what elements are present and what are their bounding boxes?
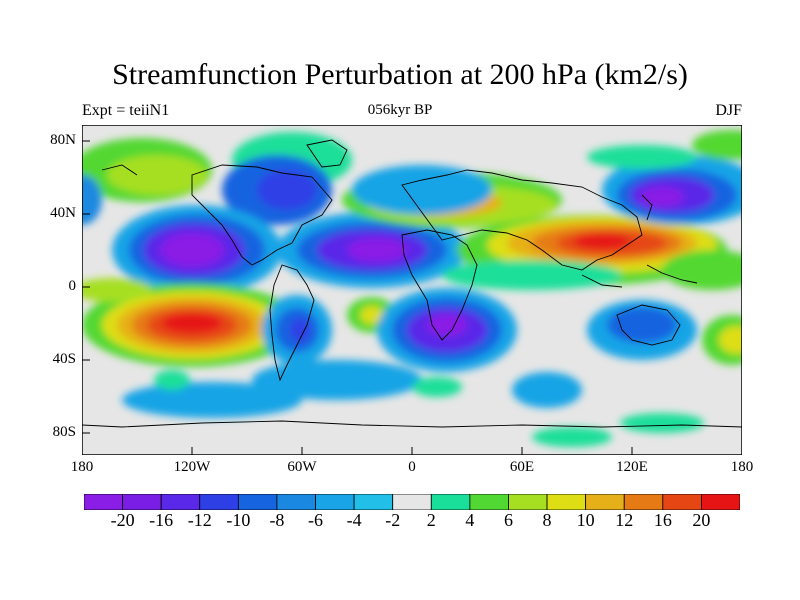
coastlines bbox=[82, 139, 742, 428]
colorbar-swatch bbox=[430, 494, 471, 510]
colorbar-swatch bbox=[276, 494, 316, 510]
colorbar-label: -16 bbox=[149, 510, 174, 530]
colorbar-swatch bbox=[508, 494, 548, 510]
streamfunction-map bbox=[82, 125, 742, 455]
colorbar-label: 16 bbox=[653, 510, 672, 530]
colorbar bbox=[84, 494, 740, 510]
colorbar-swatch bbox=[623, 494, 664, 510]
colorbar-label: 6 bbox=[503, 510, 513, 530]
axis-ticks bbox=[82, 140, 633, 455]
season-label: DJF bbox=[715, 102, 742, 119]
colorbar-swatch bbox=[662, 494, 702, 510]
period-label: 056kyr BP bbox=[367, 102, 433, 118]
lon-label-60e: 60E bbox=[509, 459, 535, 475]
lon-label-120e: 120E bbox=[616, 459, 648, 475]
colorbar-swatch bbox=[199, 494, 239, 510]
colorbar-swatch bbox=[469, 494, 509, 510]
field-contours bbox=[82, 130, 742, 447]
colorbar-label: 4 bbox=[465, 510, 475, 530]
colorbar-swatch bbox=[392, 494, 432, 510]
lon-label-180e: 180 bbox=[730, 459, 754, 475]
colorbar-label: 12 bbox=[615, 510, 634, 530]
colorbar-label: -4 bbox=[346, 510, 362, 530]
colorbar-label: -2 bbox=[385, 510, 401, 530]
experiment-label: Expt = teiiN1 bbox=[82, 102, 170, 119]
lon-label-180w: 180 bbox=[70, 459, 94, 475]
colorbar-swatch bbox=[353, 494, 394, 510]
colorbar-label: -20 bbox=[110, 510, 135, 530]
lat-label-80s: 80S bbox=[52, 424, 76, 440]
colorbar-swatch bbox=[160, 494, 201, 510]
colorbar-swatch bbox=[701, 494, 740, 510]
lon-label-0: 0 bbox=[408, 459, 416, 475]
colorbar-label: -10 bbox=[226, 510, 251, 530]
colorbar-swatch bbox=[122, 494, 162, 510]
colorbar-swatch bbox=[84, 494, 123, 510]
lat-label-80n: 80N bbox=[50, 132, 76, 148]
colorbar-label: 8 bbox=[542, 510, 552, 530]
colorbar-swatch bbox=[546, 494, 587, 510]
lat-label-40n: 40N bbox=[50, 205, 76, 221]
colorbar-swatch bbox=[585, 494, 625, 510]
colorbar-swatch bbox=[315, 494, 355, 510]
lat-label-40s: 40S bbox=[52, 351, 76, 367]
colorbar-label: 20 bbox=[692, 510, 711, 530]
plot-title: Streamfunction Perturbation at 200 hPa (… bbox=[112, 58, 688, 91]
lat-label-0: 0 bbox=[68, 278, 77, 294]
colorbar-label: 2 bbox=[426, 510, 436, 530]
lon-label-120w: 120W bbox=[173, 459, 211, 475]
colorbar-label: -12 bbox=[187, 510, 212, 530]
colorbar-swatch bbox=[237, 494, 278, 510]
lon-label-60w: 60W bbox=[287, 459, 317, 475]
colorbar-label: -8 bbox=[269, 510, 285, 530]
colorbar-label: -6 bbox=[308, 510, 324, 530]
colorbar-label: 10 bbox=[576, 510, 595, 530]
